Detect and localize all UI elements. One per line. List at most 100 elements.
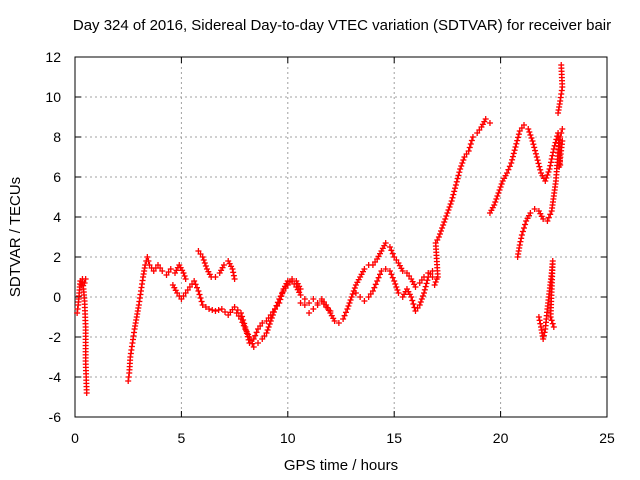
data-point	[529, 138, 536, 144]
data-point	[192, 281, 199, 288]
data-point	[545, 214, 552, 221]
data-point	[234, 307, 241, 313]
data-point	[408, 294, 415, 300]
data-point	[249, 340, 256, 347]
data-point	[559, 126, 566, 132]
data-point	[544, 172, 551, 178]
data-point	[371, 284, 378, 291]
data-point	[527, 210, 534, 216]
data-point	[212, 274, 219, 280]
data-point	[459, 160, 466, 166]
data-point	[389, 250, 396, 257]
data-point	[297, 286, 304, 292]
data-point	[392, 281, 399, 287]
data-point	[273, 302, 280, 309]
data-point	[314, 302, 321, 308]
data-point	[421, 286, 428, 293]
data-point	[231, 304, 238, 310]
y-tick-label: 10	[45, 89, 61, 105]
data-point	[515, 134, 522, 141]
data-point	[361, 266, 368, 272]
data-point	[505, 166, 512, 173]
x-tick-label: 5	[178, 430, 186, 446]
data-point	[446, 204, 453, 210]
data-point	[550, 146, 557, 152]
data-point	[230, 272, 237, 279]
data-point	[194, 284, 201, 291]
data-point	[266, 321, 273, 327]
data-point	[452, 182, 459, 188]
data-point	[448, 198, 455, 204]
data-point	[377, 271, 384, 278]
data-point	[558, 130, 565, 136]
data-point	[532, 150, 539, 157]
data-point	[201, 260, 208, 266]
data-point	[516, 242, 523, 248]
y-tick-label: 6	[53, 169, 61, 185]
x-tick-label: 10	[280, 430, 296, 446]
data-point	[375, 274, 382, 281]
data-point	[445, 207, 452, 213]
data-point	[391, 278, 398, 284]
data-point	[388, 247, 395, 254]
data-point	[246, 334, 253, 340]
data-point	[424, 277, 431, 284]
data-point	[386, 244, 393, 250]
data-point	[386, 268, 393, 274]
data-point	[346, 300, 353, 306]
data-point	[419, 293, 426, 299]
data-points	[74, 62, 566, 396]
data-point	[439, 225, 446, 231]
data-point	[417, 299, 424, 305]
data-point	[344, 306, 351, 312]
data-point	[521, 122, 528, 128]
data-point	[482, 116, 489, 122]
data-point	[549, 152, 556, 159]
data-point	[289, 276, 296, 282]
data-point	[301, 302, 308, 308]
data-point	[503, 170, 510, 176]
data-point	[451, 188, 458, 195]
y-tick-label: 2	[53, 249, 61, 265]
data-point	[218, 306, 225, 312]
data-point	[267, 318, 274, 324]
data-point	[306, 300, 313, 306]
data-point	[435, 234, 442, 240]
data-point	[468, 137, 475, 144]
data-point	[447, 201, 454, 207]
data-point	[418, 296, 425, 302]
data-point	[450, 191, 457, 198]
data-point	[270, 309, 277, 315]
data-point	[199, 254, 206, 260]
data-point	[535, 160, 542, 167]
chart-title: Day 324 of 2016, Sidereal Day-to-day VTE…	[73, 17, 611, 34]
data-point	[206, 306, 213, 312]
data-point	[540, 332, 547, 339]
y-axis-label: SDTVAR / TECUs	[7, 177, 24, 297]
data-point	[423, 280, 430, 287]
data-point	[231, 276, 238, 282]
data-point	[197, 295, 204, 301]
grid-lines	[75, 57, 607, 417]
data-point	[342, 309, 349, 316]
data-point	[540, 336, 547, 342]
data-point	[395, 290, 402, 296]
data-point	[412, 284, 419, 290]
data-point	[518, 235, 525, 242]
x-axis-label: GPS time / hours	[284, 457, 398, 474]
data-point	[239, 319, 246, 326]
axis-ticks: 0 5 10 15 20 25 -6 -4 -2 0 2 4 6 8 10 12	[45, 49, 615, 446]
data-point	[255, 340, 262, 346]
data-point	[509, 153, 516, 160]
data-point	[550, 324, 557, 330]
data-point	[410, 301, 417, 307]
data-point	[209, 307, 216, 313]
data-point	[526, 129, 533, 135]
data-point	[512, 144, 519, 150]
data-point	[436, 231, 443, 237]
data-point	[493, 196, 500, 202]
data-point	[519, 228, 526, 235]
data-point	[323, 304, 330, 310]
data-point	[469, 134, 476, 140]
